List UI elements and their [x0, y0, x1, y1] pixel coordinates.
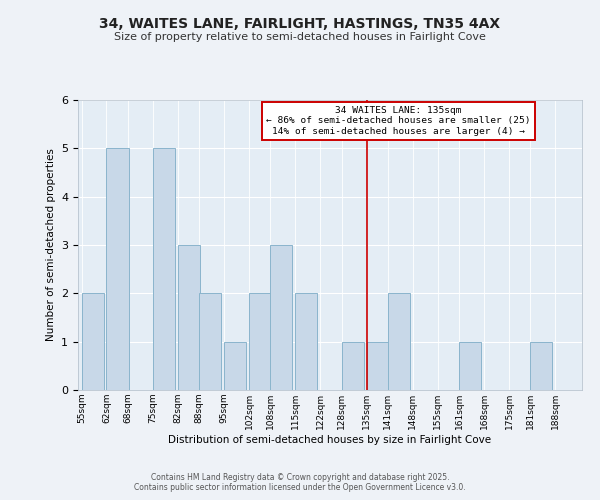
Text: Contains public sector information licensed under the Open Government Licence v3: Contains public sector information licen…	[134, 482, 466, 492]
Y-axis label: Number of semi-detached properties: Number of semi-detached properties	[46, 148, 56, 342]
Bar	[530, 342, 553, 390]
Bar	[388, 294, 410, 390]
Bar	[224, 342, 246, 390]
Bar	[199, 294, 221, 390]
Bar	[295, 294, 317, 390]
Text: 34, WAITES LANE, FAIRLIGHT, HASTINGS, TN35 4AX: 34, WAITES LANE, FAIRLIGHT, HASTINGS, TN…	[100, 18, 500, 32]
Bar	[153, 148, 175, 390]
Bar	[106, 148, 128, 390]
Bar	[341, 342, 364, 390]
Bar	[249, 294, 271, 390]
Bar	[459, 342, 481, 390]
Bar	[178, 245, 200, 390]
Text: Size of property relative to semi-detached houses in Fairlight Cove: Size of property relative to semi-detach…	[114, 32, 486, 42]
Bar	[82, 294, 104, 390]
X-axis label: Distribution of semi-detached houses by size in Fairlight Cove: Distribution of semi-detached houses by …	[169, 434, 491, 444]
Bar	[271, 245, 292, 390]
Text: 34 WAITES LANE: 135sqm
← 86% of semi-detached houses are smaller (25)
14% of sem: 34 WAITES LANE: 135sqm ← 86% of semi-det…	[266, 106, 530, 136]
Bar	[367, 342, 389, 390]
Text: Contains HM Land Registry data © Crown copyright and database right 2025.: Contains HM Land Registry data © Crown c…	[151, 472, 449, 482]
